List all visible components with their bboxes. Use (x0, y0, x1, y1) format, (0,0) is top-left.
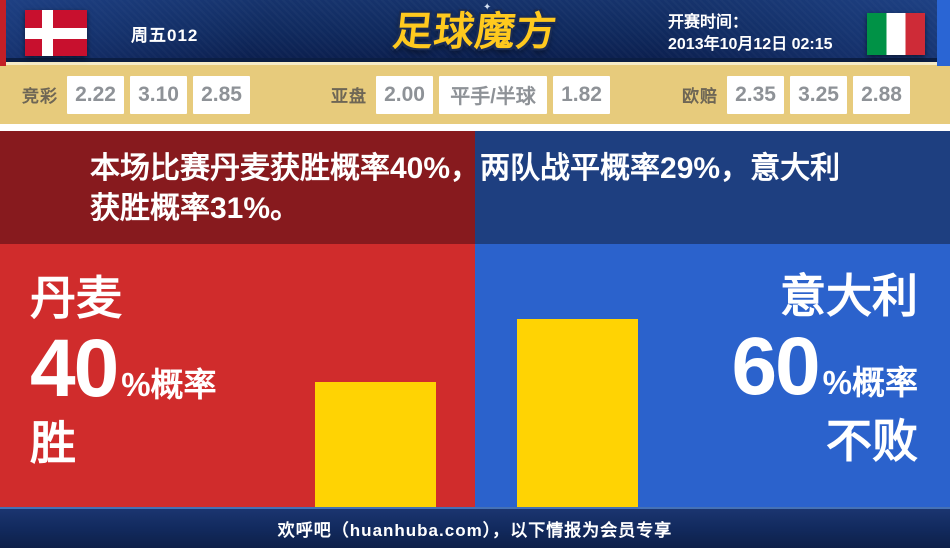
odds-group-oupei: 欧赔 2.35 3.25 2.88 (682, 75, 916, 114)
right-blue-edge-stripe (937, 0, 950, 66)
odds-box-jingcai-win: 2.22 (67, 75, 124, 114)
home-team-name: 丹麦 (30, 272, 122, 324)
prediction-summary: 本场比赛丹麦获胜概率40%，两队战平概率29%，意大利获胜概率31%。 (90, 152, 841, 225)
logo-container: ✦ 足球魔方 (0, 0, 950, 62)
odds-box-yapan-handicap: 平手/半球 (439, 75, 547, 114)
away-stat-block: 意大利 60 %概率 不败 (731, 269, 918, 472)
odds-group-jingcai: 竞彩 2.22 3.10 2.85 (22, 75, 256, 114)
divider-gap (0, 124, 950, 131)
odds-box-yapan-home: 2.00 (376, 75, 433, 114)
away-probability-bar (517, 319, 638, 507)
odds-bar: 竞彩 2.22 3.10 2.85 亚盘 2.00 平手/半球 1.82 欧赔 … (0, 62, 950, 124)
kickoff-label: 开赛时间： (668, 14, 749, 31)
kickoff-time: 2013年10月12日 02:15 (668, 36, 833, 53)
away-percent-row: 60 %概率 (731, 326, 918, 408)
home-probability-bar (315, 382, 436, 507)
odds-label-oupei: 欧赔 (682, 87, 718, 106)
home-percent-suffix: %概率 (121, 366, 217, 404)
footer-bar: 欢呼吧（huanhuba.com），以下情报为会员专享 (0, 507, 950, 548)
denmark-flag-icon (25, 10, 87, 56)
kickoff-time-block: 开赛时间： 2013年10月12日 02:15 (668, 12, 833, 56)
away-percent-value: 60 (731, 321, 820, 413)
odds-group-yapan: 亚盘 2.00 平手/半球 1.82 (331, 75, 616, 114)
footer-text: 欢呼吧（huanhuba.com），以下情报为会员专享 (277, 521, 673, 540)
odds-box-jingcai-lose: 2.85 (193, 75, 250, 114)
prediction-panel: 本场比赛丹麦获胜概率40%，两队战平概率29%，意大利获胜概率31%。 丹麦 4… (0, 131, 950, 507)
home-percent-row: 40 %概率 (30, 328, 217, 410)
away-percent-suffix: %概率 (822, 364, 918, 402)
odds-box-oupei-lose: 2.88 (853, 75, 910, 114)
home-percent-value: 40 (30, 323, 119, 415)
header-bar: 周五012 ✦ 足球魔方 开赛时间： 2013年10月12日 02:15 (0, 0, 950, 66)
odds-box-oupei-draw: 3.25 (790, 75, 847, 114)
match-number-label: 周五012 (131, 26, 199, 45)
odds-box-oupei-win: 2.35 (727, 75, 784, 114)
odds-box-yapan-away: 1.82 (553, 75, 610, 114)
odds-label-yapan: 亚盘 (331, 87, 367, 106)
sparkle-icon: ✦ (483, 2, 492, 13)
home-stat-block: 丹麦 40 %概率 胜 (30, 271, 217, 474)
away-outcome-label: 不败 (826, 415, 918, 468)
left-red-edge-stripe (0, 0, 6, 66)
site-logo: 足球魔方 (390, 10, 560, 54)
odds-box-jingcai-draw: 3.10 (130, 75, 187, 114)
denmark-flag-cross (25, 28, 87, 39)
away-team-name: 意大利 (780, 270, 918, 322)
odds-label-jingcai: 竞彩 (22, 87, 58, 106)
italy-flag-icon (867, 13, 925, 55)
home-outcome-label: 胜 (30, 417, 76, 470)
